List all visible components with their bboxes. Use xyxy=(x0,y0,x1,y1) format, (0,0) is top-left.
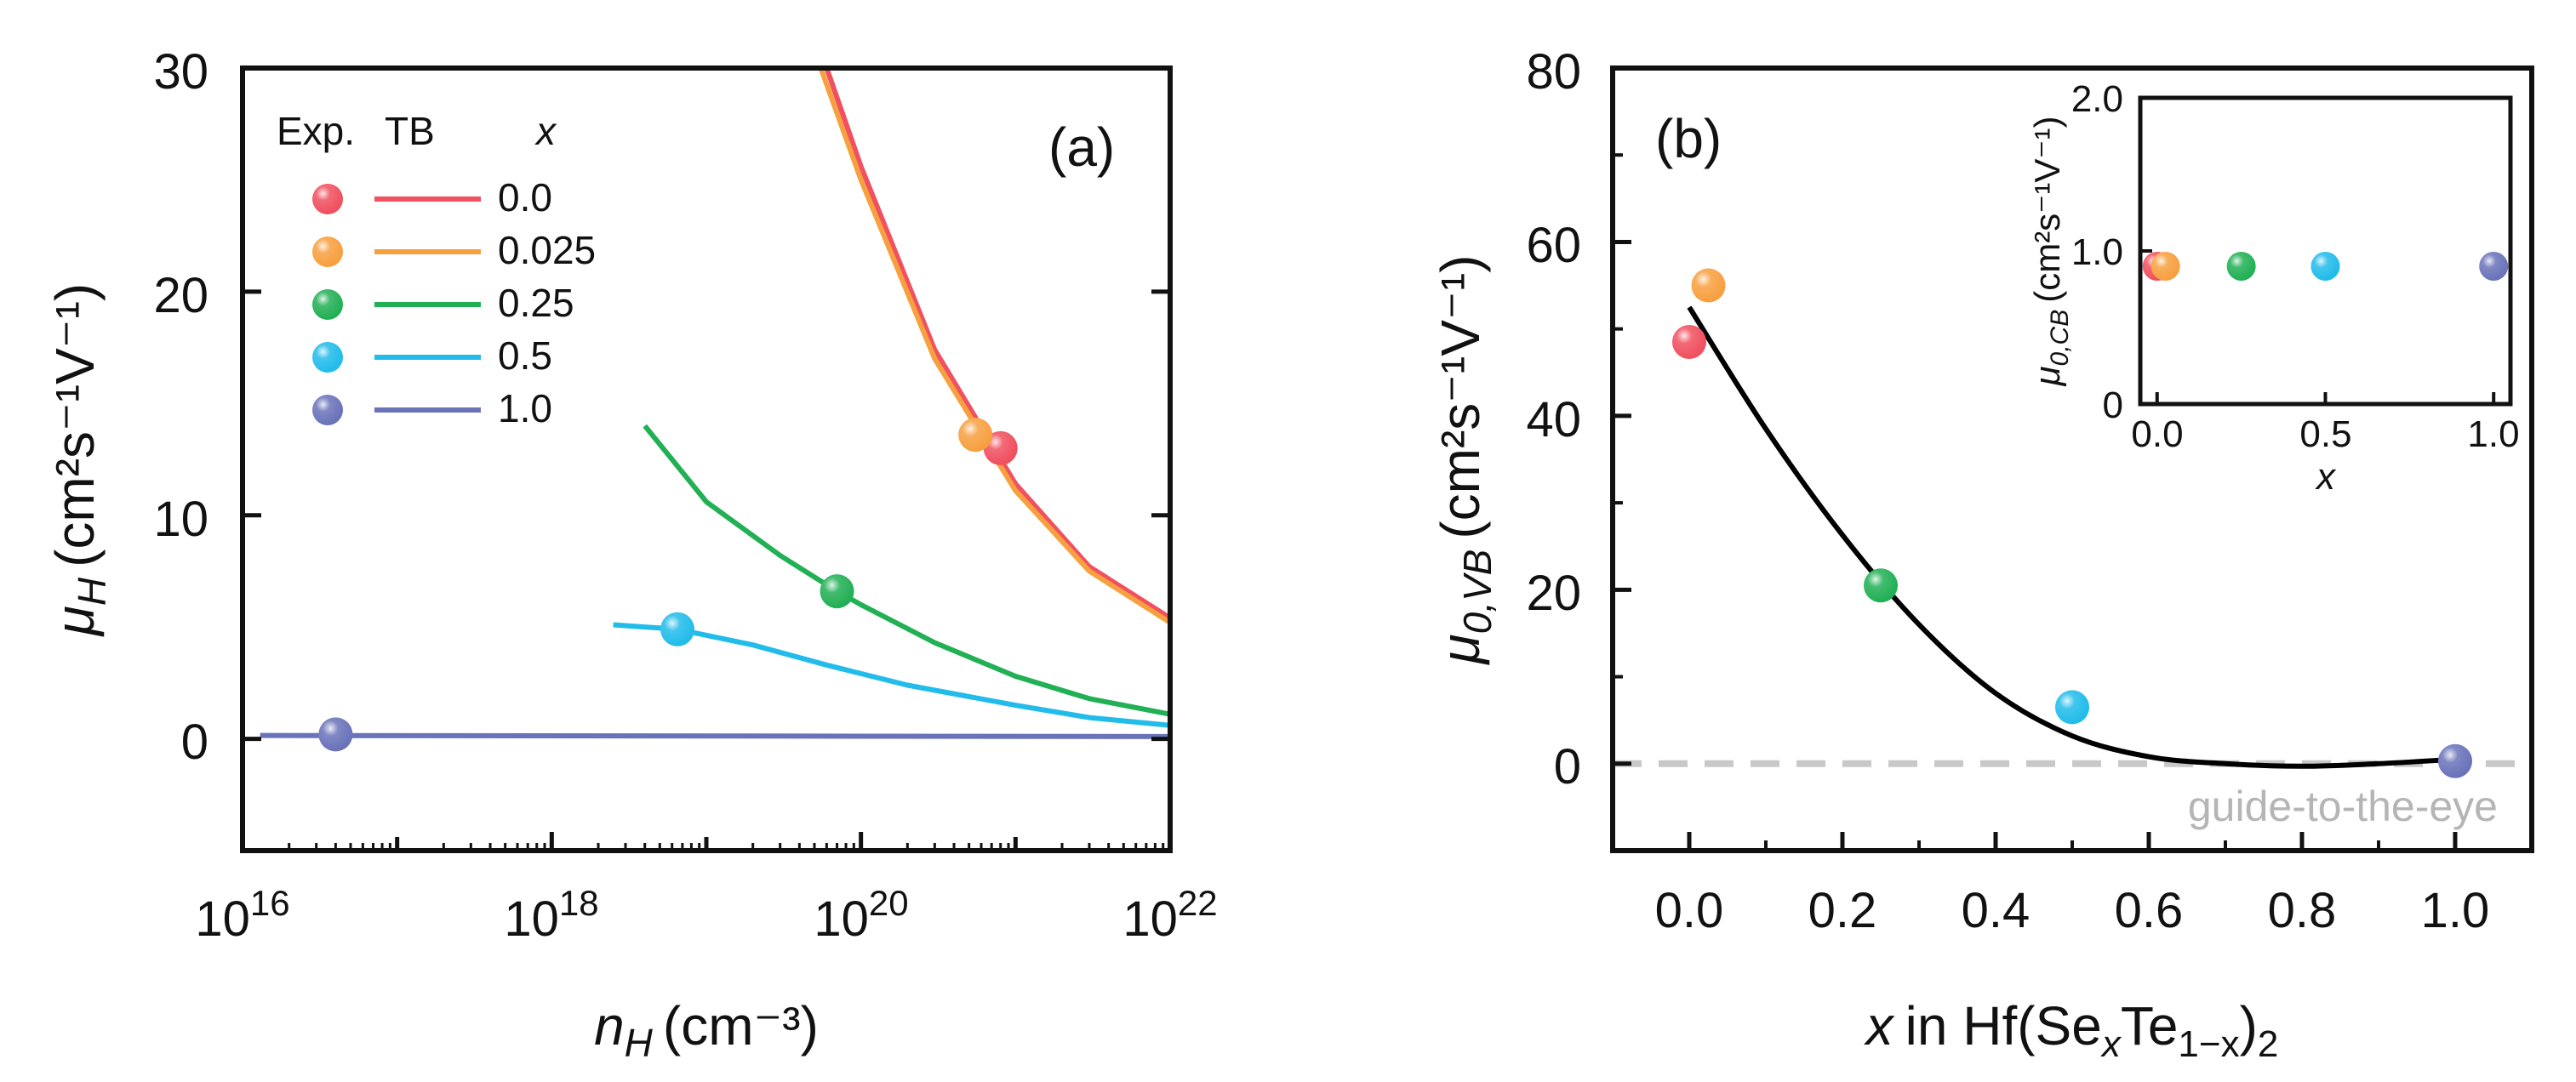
b-ytick-label: 80 xyxy=(1526,44,1581,100)
a-tick-marks xyxy=(240,289,1173,851)
tb-curve-0.0 xyxy=(824,68,1170,621)
inset-ytick-label: 1.0 xyxy=(2071,231,2123,273)
b-ytick-label: 0 xyxy=(1554,739,1581,794)
cb-point-0.25 xyxy=(2226,252,2256,281)
a-xtick-label: 1022 xyxy=(1122,883,1217,947)
a-yaxis-label: μH(cm²s⁻¹V⁻¹) xyxy=(44,283,114,637)
b-ytick-label: 40 xyxy=(1526,392,1581,447)
a-ytick-label: 20 xyxy=(153,268,208,323)
exp-point-1.0 xyxy=(318,717,353,752)
inset-ytick-label: 2.0 xyxy=(2071,78,2123,120)
legend-dot-0.025 xyxy=(312,236,343,267)
a-ytick-label: 30 xyxy=(153,44,208,100)
legend-header-exp: Exp. xyxy=(277,109,355,153)
b-xaxis-label: x in Hf(SexTe1−x)2 xyxy=(1864,995,2279,1065)
legend-dot-0.25 xyxy=(312,289,343,320)
b-ytick-label: 20 xyxy=(1526,566,1581,621)
inset-yaxis-label: μ0,CB(cm²s⁻¹V⁻¹) xyxy=(2027,117,2074,387)
b-ytick-label: 60 xyxy=(1526,218,1581,273)
vb-point-0.025 xyxy=(1691,268,1726,303)
vb-point-0.25 xyxy=(1864,568,1898,603)
panel-a: 30 20 10 0 1016 1018 1020 1022 nH (cm⁻³) … xyxy=(44,44,1218,1065)
b-yaxis-label: μ0,VB(cm²s⁻¹V⁻¹) xyxy=(1430,255,1499,666)
cb-point-1.0 xyxy=(2479,252,2509,281)
inset-ytick-label: 0 xyxy=(2103,384,2123,426)
tb-curve-1.0 xyxy=(260,732,1170,739)
b-xtick-label: 0.0 xyxy=(1655,883,1724,938)
b-inset: 0 1.0 2.0 0.0 0.5 1.0 x μ0,CB(cm²s⁻¹V⁻¹) xyxy=(2027,78,2520,498)
inset-xtick-label: 0.5 xyxy=(2299,413,2351,455)
b-xtick-label: 1.0 xyxy=(2421,883,2490,938)
legend-label: 1.0 xyxy=(498,386,552,430)
b-xtick-label: 0.6 xyxy=(2115,883,2184,938)
exp-point-0.25 xyxy=(820,574,854,609)
b-panel-letter: (b) xyxy=(1655,108,1722,169)
vb-point-0.0 xyxy=(1672,325,1706,359)
b-xtick-label: 0.8 xyxy=(2268,883,2337,938)
legend-label: 0.5 xyxy=(498,333,552,378)
exp-point-0.0 xyxy=(983,430,1018,465)
a-legend: Exp. TB x 0.0 0.025 0.25 0.5 1.0 xyxy=(277,109,596,430)
legend-dot-1.0 xyxy=(312,395,343,425)
b-tick-marks xyxy=(1613,153,2458,851)
a-exp-points xyxy=(318,418,1018,752)
fit-curve xyxy=(1687,305,2456,769)
tb-curve-0.5 xyxy=(613,622,1170,728)
legend-label: 0.025 xyxy=(498,228,596,272)
panel-b: guide-to-the-eye 80 60 40 20 0 0.0 0.2 0… xyxy=(1430,44,2534,1065)
a-ytick-label: 0 xyxy=(181,715,208,770)
inset-tick-marks xyxy=(2140,96,2496,406)
cb-point-0.025 xyxy=(2150,252,2180,281)
inset-xtick-label: 1.0 xyxy=(2467,413,2519,455)
b-xtick-label: 0.4 xyxy=(1962,883,2031,938)
b-points xyxy=(1672,268,2472,778)
legend-label: 0.25 xyxy=(498,281,574,325)
b-xtick-label: 0.2 xyxy=(1808,883,1877,938)
inset-xaxis-label: x xyxy=(2315,456,2337,498)
legend-header-x: x xyxy=(534,109,557,153)
legend-dot-0.5 xyxy=(312,342,343,373)
a-xtick-label: 1016 xyxy=(195,883,289,947)
a-ytick-label: 10 xyxy=(153,492,208,547)
a-xaxis-label: nH (cm⁻³) xyxy=(594,995,819,1065)
legend-dot-0.0 xyxy=(312,184,343,214)
a-panel-letter: (a) xyxy=(1048,117,1115,178)
cb-point-0.5 xyxy=(2310,252,2340,281)
vb-point-1.0 xyxy=(2438,743,2472,778)
legend-swatches xyxy=(312,184,481,425)
a-tb-curves xyxy=(260,68,1170,739)
vb-point-0.5 xyxy=(2055,690,2089,725)
exp-point-0.5 xyxy=(660,612,695,646)
b-guide-label: guide-to-the-eye xyxy=(2188,783,2498,830)
exp-point-0.025 xyxy=(958,418,993,453)
inset-points xyxy=(2142,252,2509,281)
b-fit-curve xyxy=(1687,305,2456,769)
tb-curve-0.025 xyxy=(818,68,1170,625)
inset-xtick-label: 0.0 xyxy=(2131,413,2183,455)
a-xtick-label: 1020 xyxy=(814,883,908,947)
a-xtick-label: 1018 xyxy=(504,883,598,947)
inset-background xyxy=(2140,98,2510,404)
tb-curve-0.25 xyxy=(643,424,1170,717)
legend-label: 0.0 xyxy=(498,175,552,219)
legend-header-tb: TB xyxy=(385,109,435,153)
